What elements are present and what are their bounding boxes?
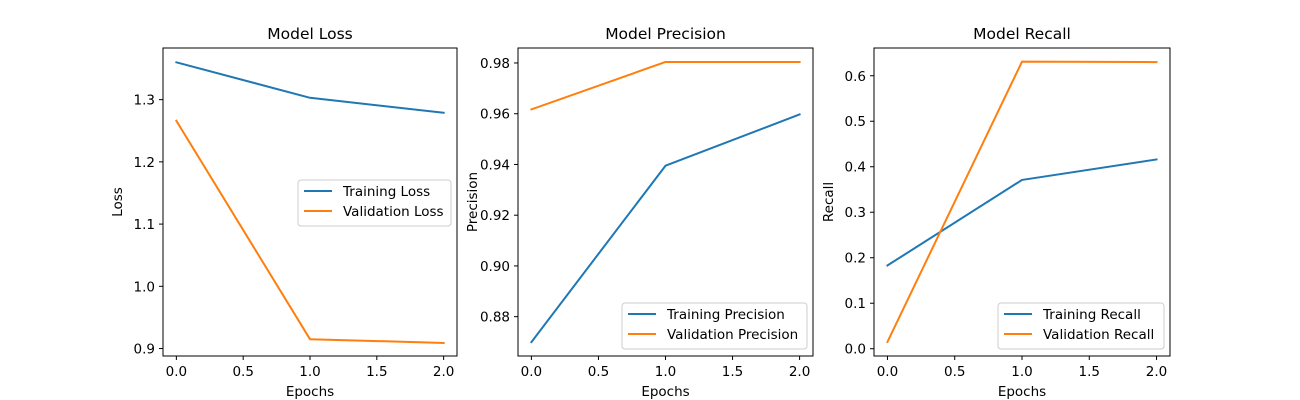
- x-tick-label: 2.0: [433, 364, 454, 380]
- y-tick-label: 0.92: [480, 208, 510, 224]
- x-tick-label: 1.0: [1011, 364, 1032, 380]
- y-tick-label: 0.4: [845, 160, 866, 176]
- series-line-training-recall: [886, 158, 1158, 267]
- x-tick-label: 0.5: [232, 364, 253, 380]
- y-tick-label: 1.1: [134, 217, 155, 233]
- x-tick-label: 1.5: [1079, 364, 1100, 380]
- x-tick-label: 1.0: [655, 364, 676, 380]
- y-tick-label: 0.3: [845, 205, 866, 221]
- x-axis-label: Epochs: [998, 384, 1046, 400]
- y-tick-label: 0.9: [134, 342, 155, 358]
- y-tick-label: 1.2: [134, 155, 155, 171]
- legend: Training Precision Validation Precision: [621, 302, 808, 350]
- y-tick-label: 0.2: [845, 251, 866, 267]
- legend-label: Training Recall: [1042, 307, 1141, 323]
- legend-label: Validation Loss: [343, 204, 444, 220]
- y-tick-label: 0.90: [480, 259, 510, 275]
- x-tick-label: 0.0: [521, 364, 542, 380]
- y-tick-label: 0.6: [845, 69, 866, 85]
- y-tick-label: 0.98: [480, 56, 510, 72]
- y-axis-label: Precision: [465, 172, 481, 232]
- x-tick-label: 2.0: [789, 364, 810, 380]
- legend-label: Validation Precision: [667, 327, 798, 343]
- series-line-validation-recall: [886, 60, 1158, 344]
- x-tick-label: 1.5: [366, 364, 387, 380]
- x-tick-label: 2.0: [1146, 364, 1167, 380]
- x-tick-label: 0.0: [877, 364, 898, 380]
- series-line-training-loss: [175, 61, 445, 114]
- legend: Training Loss Validation Loss: [297, 179, 452, 227]
- x-axis-label: Epochs: [286, 384, 334, 400]
- series-line-validation-precision: [530, 60, 801, 111]
- legend-label: Training Loss: [342, 184, 430, 200]
- y-tick-label: 1.3: [134, 93, 155, 109]
- legend-label: Validation Recall: [1043, 327, 1154, 343]
- subplot-model-precision: 0.0 0.5 1.0 1.5 2.0 0.88 0.90 0.92 0.94 0.96 0.98 M…: [465, 25, 814, 400]
- y-axis-label: Loss: [110, 187, 126, 217]
- y-tick-label: 0.5: [845, 114, 866, 130]
- x-tick-label: 0.5: [588, 364, 609, 380]
- subplot-model-loss: 0.0 0.5 1.0 1.5 2.0 0.9 1.0 1.1 1.2 1.3 Model Loss…: [110, 25, 458, 400]
- x-axis-label: Epochs: [641, 384, 689, 400]
- x-tick-label: 1.5: [722, 364, 743, 380]
- y-tick-label: 0.0: [845, 342, 866, 358]
- subplot-model-recall: 0.0 0.5 1.0 1.5 2.0 0.0 0.1 0.2 0.3 0.4 0.5 0.6 Mode…: [821, 25, 1171, 400]
- y-axis-label: Recall: [821, 182, 837, 222]
- legend-label: Training Precision: [666, 307, 785, 323]
- legend-box: [997, 302, 1165, 350]
- y-tick-label: 0.88: [480, 310, 510, 326]
- legend: Training Recall Validation Recall: [997, 302, 1165, 350]
- y-tick-label: 0.96: [480, 107, 510, 123]
- y-tick-label: 1.0: [134, 279, 155, 295]
- x-tick-label: 0.0: [166, 364, 187, 380]
- legend-box: [297, 179, 452, 227]
- series-line-training-precision: [530, 113, 801, 344]
- legend-box: [621, 302, 808, 350]
- chart-title: Model Loss: [267, 25, 352, 43]
- chart-title: Model Recall: [973, 25, 1071, 43]
- series-line-validation-loss: [174, 119, 445, 344]
- x-tick-label: 1.0: [299, 364, 320, 380]
- x-tick-label: 0.5: [944, 364, 965, 380]
- y-tick-label: 0.94: [480, 157, 510, 173]
- chart-title: Model Precision: [605, 25, 726, 43]
- y-tick-label: 0.1: [845, 296, 866, 312]
